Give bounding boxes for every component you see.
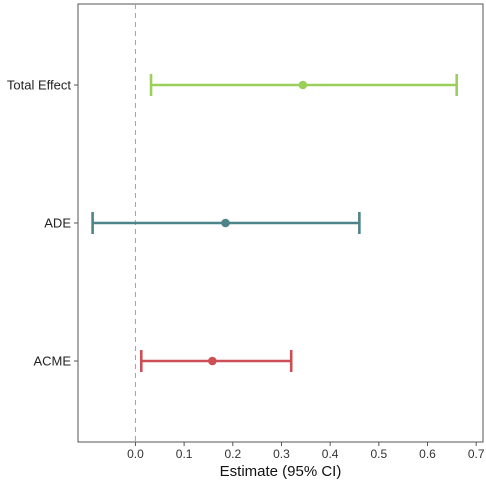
estimate-point xyxy=(298,80,308,90)
x-tick-label: 0.2 xyxy=(224,447,241,461)
interval-acme xyxy=(139,350,293,372)
x-axis: 0.0 0.1 0.2 0.3 0.4 0.5 0.6 0.7 xyxy=(127,442,485,461)
x-tick-label: 0.4 xyxy=(322,447,339,461)
x-tick-label: 0.3 xyxy=(273,447,290,461)
y-tick-label: ADE xyxy=(44,216,71,231)
y-tick-label: ACME xyxy=(33,354,71,369)
y-tick-label: Total Effect xyxy=(7,78,71,93)
x-tick-label: 0.0 xyxy=(127,447,144,461)
x-tick-label: 0.7 xyxy=(468,447,485,461)
interval-marks xyxy=(91,74,459,372)
x-tick-label: 0.6 xyxy=(419,447,436,461)
estimate-point xyxy=(208,356,217,366)
x-tick-label: 0.1 xyxy=(176,447,193,461)
x-tick-label: 0.5 xyxy=(370,447,387,461)
interval-ade xyxy=(91,212,361,234)
interval-total-effect xyxy=(149,74,459,96)
y-axis: ACME ADE Total Effect xyxy=(7,78,78,369)
estimate-point xyxy=(221,218,230,228)
x-axis-title: Estimate (95% CI) xyxy=(220,463,342,480)
